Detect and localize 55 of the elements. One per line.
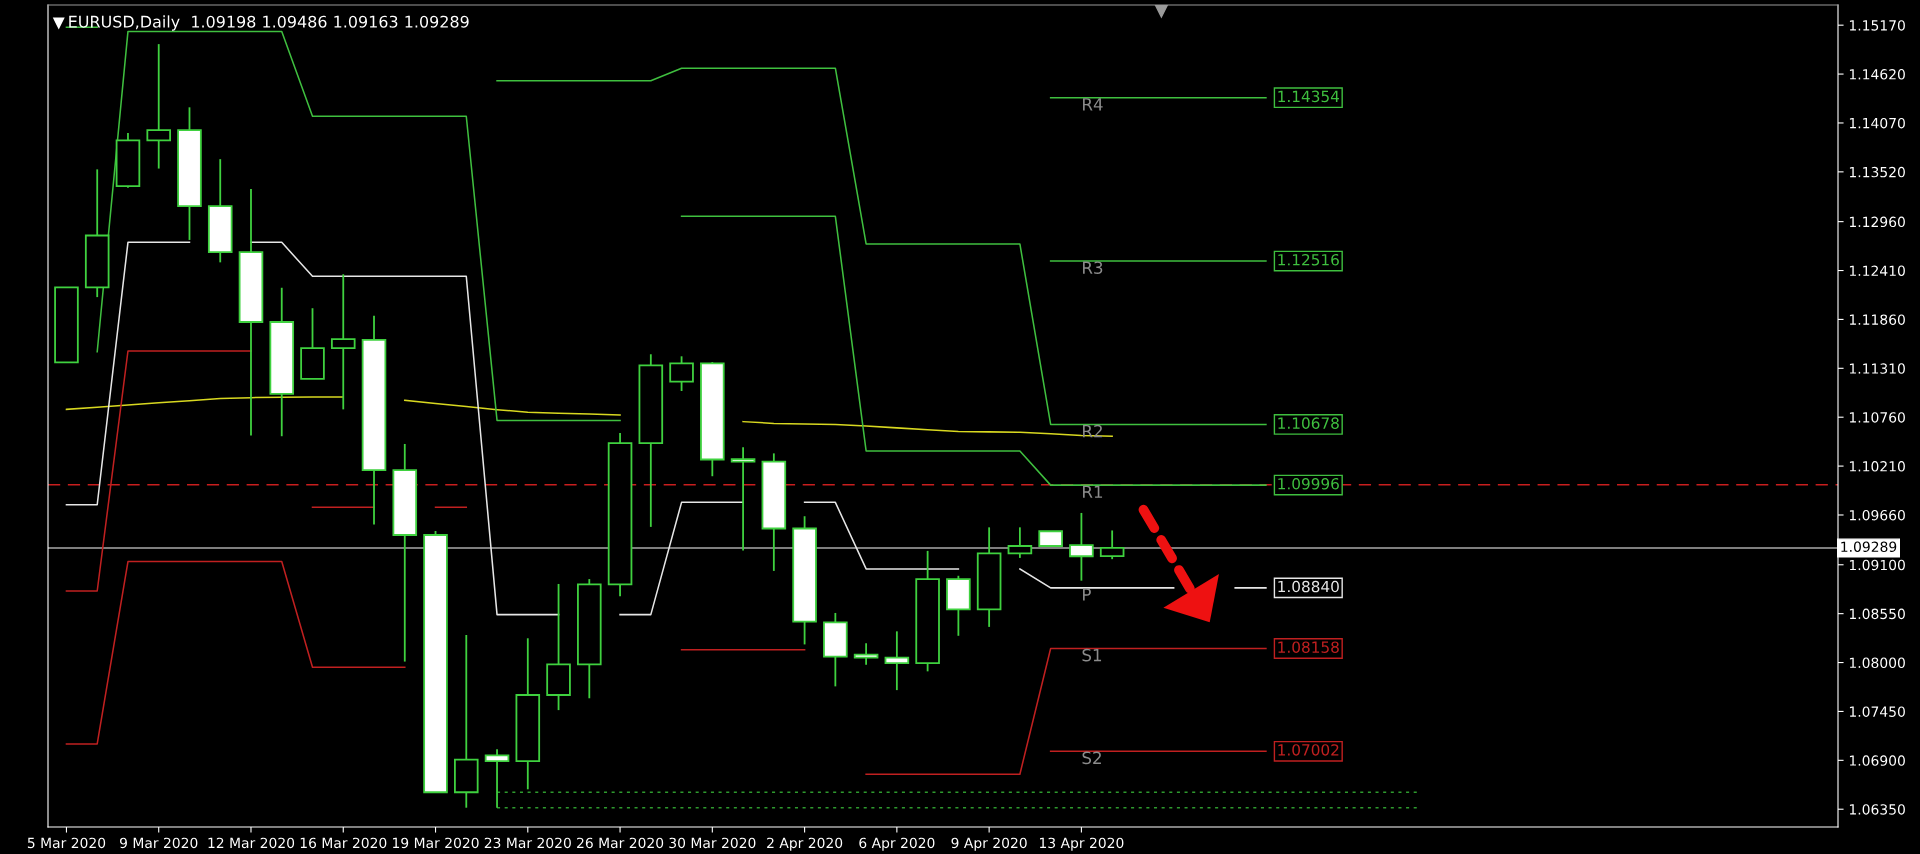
candlestick bbox=[730, 446, 756, 552]
series-label: R4 bbox=[1083, 98, 1103, 111]
candlestick bbox=[1069, 512, 1094, 582]
y-tick-label: 1.09660 bbox=[1849, 509, 1905, 521]
data-label: 1.14354 bbox=[1278, 90, 1340, 103]
series-label: P bbox=[1083, 588, 1091, 601]
line-series bbox=[496, 67, 1267, 426]
series-label: S1 bbox=[1082, 648, 1102, 662]
candlestick bbox=[1007, 526, 1033, 559]
x-tick-label: 26 Mar 2020 bbox=[577, 837, 664, 849]
y-tick-label: 1.12960 bbox=[1849, 216, 1905, 228]
x-tick-label: 9 Mar 2020 bbox=[119, 837, 198, 849]
candlestick bbox=[484, 748, 510, 809]
text: EURUSD,Daily 1.09198 1.09486 1.09163 1.09289 bbox=[69, 15, 469, 31]
y-tick-label: 1.15170 bbox=[1849, 20, 1905, 31]
x-tick-label: 9 Apr 2020 bbox=[951, 837, 1027, 851]
y-tick-label: 1.14070 bbox=[1849, 117, 1905, 129]
x-tick-label: 13 Apr 2020 bbox=[1039, 837, 1124, 851]
series-label: R2 bbox=[1083, 424, 1102, 438]
x-tick-label: 19 Mar 2020 bbox=[393, 837, 479, 849]
series-label: S2 bbox=[1082, 751, 1101, 765]
series-label: R3 bbox=[1083, 261, 1103, 274]
x-tick-label: 23 Mar 2020 bbox=[484, 837, 571, 849]
candlestick bbox=[330, 273, 356, 411]
candlestick bbox=[669, 355, 694, 392]
y-tick-label: 1.10210 bbox=[1849, 461, 1905, 472]
data-label: 1.08840 bbox=[1278, 580, 1339, 593]
x-tick-label: 5 Mar 2020 bbox=[27, 837, 106, 849]
y-tick-label: 1.07450 bbox=[1849, 706, 1905, 717]
x-tick-label: 30 Mar 2020 bbox=[669, 837, 756, 849]
data-label: 1.08158 bbox=[1278, 641, 1339, 653]
data-label: 1.07002 bbox=[1278, 744, 1339, 756]
y-tick-label: 1.08000 bbox=[1849, 657, 1905, 669]
x-tick-label: 12 Mar 2020 bbox=[208, 837, 295, 849]
data-label: 1.12516 bbox=[1278, 253, 1339, 266]
y-tick-label: 1.06350 bbox=[1849, 804, 1905, 815]
y-tick-label: 1.11860 bbox=[1849, 314, 1905, 325]
ref-line-label: 1.09289 bbox=[1841, 541, 1897, 552]
y-tick-label: 1.10760 bbox=[1849, 412, 1905, 423]
y-tick-label: 1.12410 bbox=[1849, 265, 1905, 276]
data-label: 1.10678 bbox=[1278, 417, 1339, 429]
y-tick-label: 1.11310 bbox=[1849, 363, 1905, 374]
data-label: 1.09996 bbox=[1278, 477, 1339, 490]
x-tick-label: 2 Apr 2020 bbox=[767, 837, 843, 851]
y-tick-label: 1.09100 bbox=[1849, 559, 1905, 571]
series-label: R1 bbox=[1083, 485, 1103, 498]
candlestick bbox=[884, 630, 910, 692]
candlestick bbox=[1099, 529, 1125, 561]
y-tick-label: 1.13520 bbox=[1849, 166, 1905, 178]
y-tick-label: 1.14620 bbox=[1849, 69, 1905, 80]
x-tick-label: 16 Mar 2020 bbox=[300, 837, 387, 849]
y-tick-label: 1.06900 bbox=[1849, 755, 1905, 766]
candlestick bbox=[146, 43, 172, 170]
y-tick-label: 1.08550 bbox=[1849, 608, 1905, 620]
x-tick-label: 6 Apr 2020 bbox=[859, 837, 935, 851]
